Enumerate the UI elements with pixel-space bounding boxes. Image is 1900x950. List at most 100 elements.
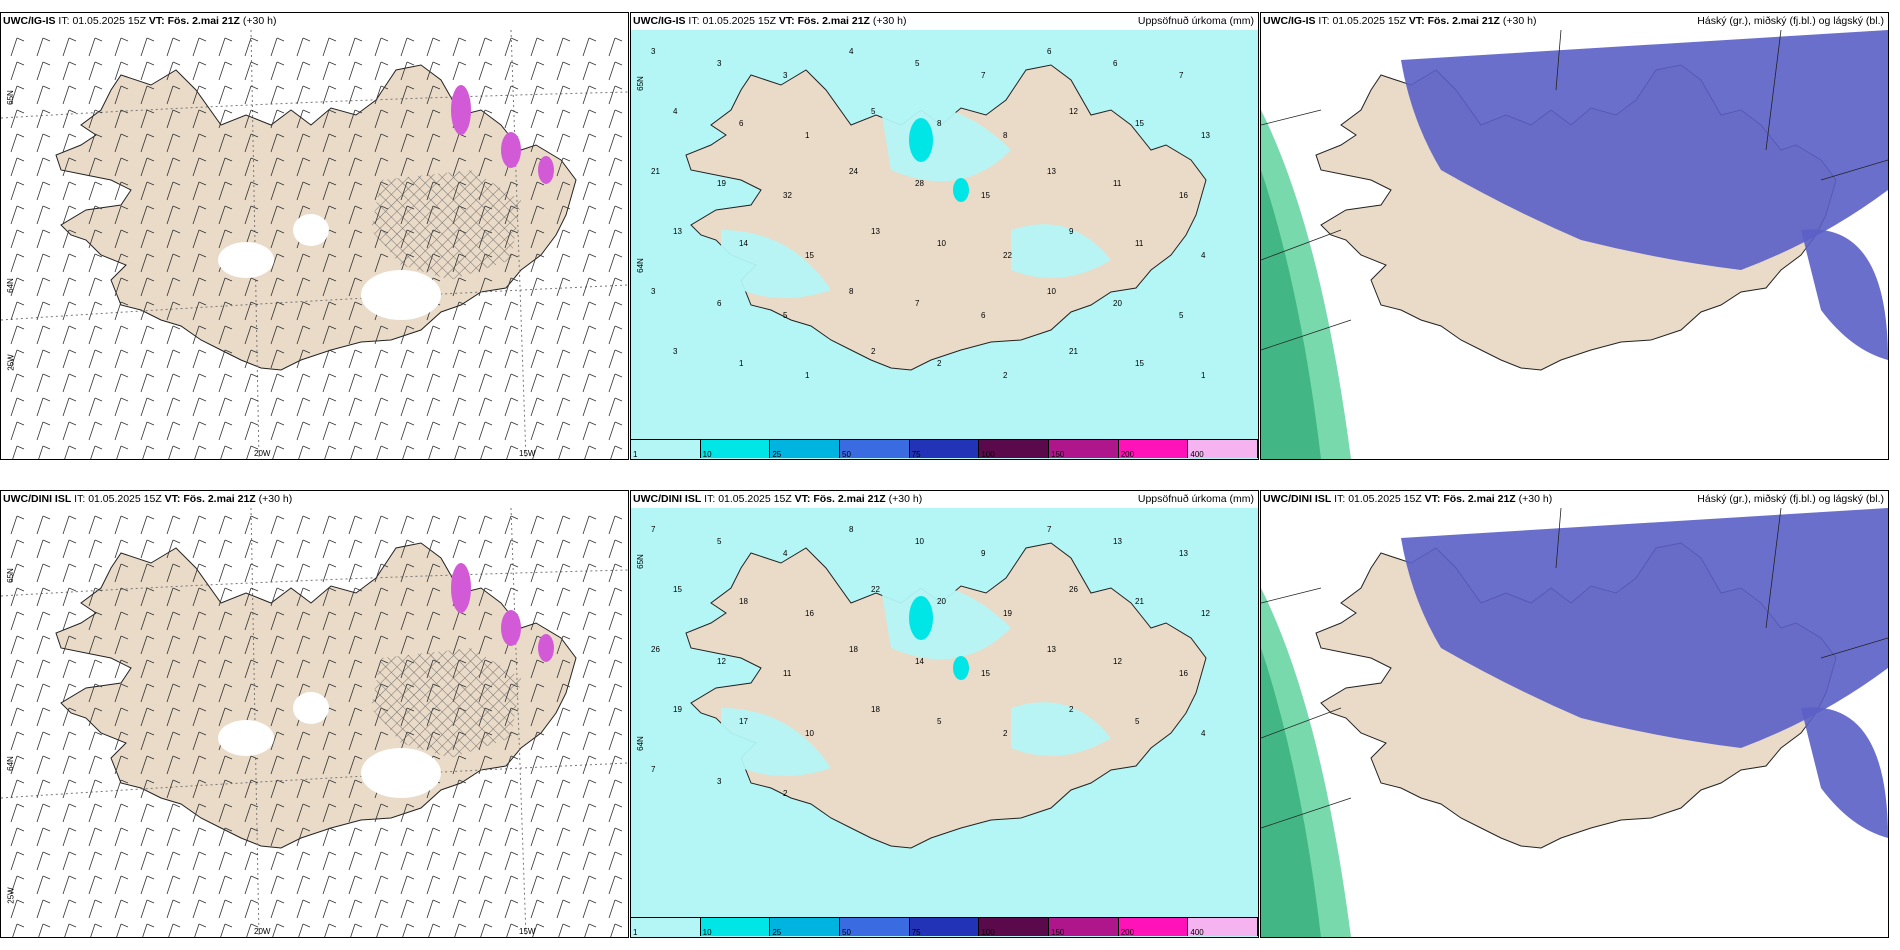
wind-barb: [608, 277, 623, 297]
wind-barb: [36, 707, 51, 727]
wind-barb: [62, 803, 77, 823]
legend-swatch: 200: [1118, 918, 1189, 937]
lat-label-65n: 65N: [635, 554, 645, 569]
wind-barb: [478, 373, 493, 393]
legend-tick: 1: [633, 450, 638, 459]
wind-barb: [322, 37, 337, 57]
wind-barb: [506, 445, 519, 459]
wind-barb: [114, 731, 129, 751]
wind-barb: [166, 157, 181, 177]
wind-barb: [296, 157, 311, 177]
panel-header: UWC/DINI ISL IT: 01.05.2025 15Z VT: Fös.…: [1261, 491, 1888, 508]
wind-barb: [166, 85, 181, 105]
wind-barb: [88, 229, 103, 249]
wind-barb: [116, 445, 129, 459]
wind-barb: [88, 539, 103, 559]
wind-barb: [608, 755, 623, 775]
wind-barb: [270, 157, 285, 177]
wind-barb: [166, 899, 181, 919]
panel-ig-wind: UWC/IG-IS IT: 01.05.2025 15Z VT: Fös. 2.…: [0, 12, 629, 460]
wind-barb: [582, 229, 597, 249]
wind-barb: [426, 827, 441, 847]
wind-barb: [166, 301, 181, 321]
wind-barb: [400, 635, 415, 655]
wind-barb: [114, 181, 129, 201]
wind-barb: [166, 229, 181, 249]
wind-barb: [192, 61, 207, 81]
wind-barb: [218, 157, 233, 177]
wind-barb: [480, 445, 493, 459]
wind-barb: [348, 899, 363, 919]
wind-barb: [452, 325, 467, 345]
wind-barb: [530, 779, 545, 799]
wind-barb: [322, 109, 337, 129]
wind-barb: [244, 277, 259, 297]
wind-barb: [140, 563, 155, 583]
wind-barb: [62, 611, 77, 631]
convective-patch: [451, 563, 471, 613]
wind-barb: [270, 899, 285, 919]
wind-barb: [10, 803, 25, 823]
wind-barb: [140, 659, 155, 679]
wind-barb: [244, 205, 259, 225]
wind-barb: [426, 61, 441, 81]
wind-barb: [192, 157, 207, 177]
wind-barb: [114, 277, 129, 297]
wind-barb: [192, 635, 207, 655]
precip-value: 21: [1069, 347, 1078, 356]
wind-barb: [90, 445, 103, 459]
wind-barb: [192, 587, 207, 607]
wind-barb: [88, 779, 103, 799]
precip-value: 6: [1113, 59, 1118, 68]
wind-barb: [244, 397, 259, 417]
wind-barb: [556, 707, 571, 727]
wind-barb: [322, 373, 337, 393]
wind-barb: [140, 253, 155, 273]
wind-barb: [426, 109, 441, 129]
wind-barb: [504, 109, 519, 129]
panel-header: UWC/IG-IS IT: 01.05.2025 15Z VT: Fös. 2.…: [631, 13, 1258, 30]
wind-barb: [608, 587, 623, 607]
wind-barb: [556, 373, 571, 393]
wind-barb: [296, 611, 311, 631]
wind-barb: [218, 133, 233, 153]
wind-barb: [478, 515, 493, 535]
precip-value: 10: [805, 729, 814, 738]
wind-barb: [478, 779, 493, 799]
wind-barb: [556, 827, 571, 847]
precip-value: 7: [1047, 525, 1052, 534]
wind-barb: [400, 37, 415, 57]
wind-barb: [166, 253, 181, 273]
wind-barb: [322, 61, 337, 81]
precip-value: 13: [1047, 167, 1056, 176]
precip-value: 7: [651, 765, 656, 774]
wind-barb: [140, 349, 155, 369]
wind-barb: [88, 731, 103, 751]
wind-barb: [114, 683, 129, 703]
wind-barb: [88, 277, 103, 297]
wind-barb: [218, 397, 233, 417]
wind-barb: [272, 445, 285, 459]
wind-barb: [428, 445, 441, 459]
wind-barb: [218, 349, 233, 369]
wind-barb: [166, 397, 181, 417]
wind-barb: [478, 421, 493, 441]
wind-barb: [166, 731, 181, 751]
wind-barb: [556, 779, 571, 799]
wind-barb: [244, 325, 259, 345]
wind-barb: [36, 421, 51, 441]
wind-barb: [140, 803, 155, 823]
wind-barb: [114, 563, 129, 583]
wind-barb: [348, 635, 363, 655]
wind-barb: [62, 851, 77, 871]
wind-barb: [582, 707, 597, 727]
wind-barb: [322, 397, 337, 417]
wind-barb: [114, 373, 129, 393]
lon-label-25w: 25W: [6, 354, 16, 371]
wind-barb: [322, 325, 337, 345]
wind-barb: [36, 539, 51, 559]
wind-barb: [166, 875, 181, 895]
wind-barb: [88, 635, 103, 655]
precip-value: 22: [1003, 251, 1012, 260]
wind-barb: [374, 827, 389, 847]
